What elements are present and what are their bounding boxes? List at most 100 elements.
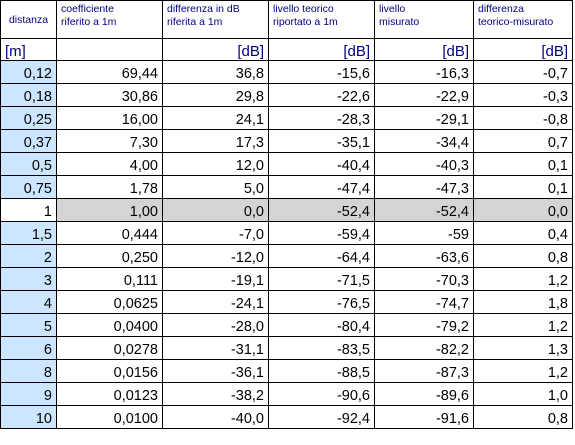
measured-level-cell[interactable]: -70,3 — [374, 267, 474, 291]
measured-level-cell[interactable]: -79,2 — [374, 313, 474, 337]
measured-level-cell[interactable]: -34,4 — [374, 129, 474, 153]
distance-cell[interactable]: 0,25 — [0, 106, 57, 130]
coefficient-cell[interactable]: 4,00 — [56, 152, 163, 176]
difference-db-cell[interactable]: 0,0 — [162, 198, 269, 222]
theoretical-level-cell[interactable]: -64,4 — [268, 244, 375, 268]
theoretical-measured-diff-cell[interactable]: -0,3 — [473, 83, 573, 107]
measured-level-cell[interactable]: -91,6 — [374, 405, 474, 429]
difference-db-cell[interactable]: -28,0 — [162, 313, 269, 337]
coefficient-cell[interactable]: 0,250 — [56, 244, 163, 268]
difference-db-cell[interactable]: 17,3 — [162, 129, 269, 153]
distance-cell[interactable]: 0,5 — [0, 152, 57, 176]
distance-cell[interactable]: 1 — [0, 198, 57, 222]
theoretical-measured-diff-cell[interactable]: 0,8 — [473, 244, 573, 268]
header-measured-level-cell[interactable]: livello misurato — [374, 0, 474, 39]
header-theoretical-level-cell[interactable]: livello teorico riportato a 1m — [268, 0, 375, 39]
theoretical-level-cell[interactable]: -92,4 — [268, 405, 375, 429]
coefficient-cell[interactable]: 16,00 — [56, 106, 163, 130]
theoretical-level-cell[interactable]: -52,4 — [268, 198, 375, 222]
theoretical-measured-diff-cell[interactable]: 0,4 — [473, 221, 573, 245]
distance-cell[interactable]: 3 — [0, 267, 57, 291]
theoretical-measured-diff-cell[interactable]: 0,1 — [473, 152, 573, 176]
measured-level-cell[interactable]: -87,3 — [374, 359, 474, 383]
coefficient-cell[interactable]: 30,86 — [56, 83, 163, 107]
theoretical-level-cell[interactable]: -83,5 — [268, 336, 375, 360]
unit-theoretical-level-cell[interactable]: [dB] — [268, 38, 375, 61]
measured-level-cell[interactable]: -40,3 — [374, 152, 474, 176]
coefficient-cell[interactable]: 0,111 — [56, 267, 163, 291]
theoretical-level-cell[interactable]: -28,3 — [268, 106, 375, 130]
coefficient-cell[interactable]: 0,0156 — [56, 359, 163, 383]
measured-level-cell[interactable]: -63,6 — [374, 244, 474, 268]
difference-db-cell[interactable]: -19,1 — [162, 267, 269, 291]
theoretical-measured-diff-cell[interactable]: 0,1 — [473, 175, 573, 199]
theoretical-measured-diff-cell[interactable]: 1,2 — [473, 359, 573, 383]
theoretical-level-cell[interactable]: -88,5 — [268, 359, 375, 383]
coefficient-cell[interactable]: 69,44 — [56, 60, 163, 84]
difference-db-cell[interactable]: -36,1 — [162, 359, 269, 383]
difference-db-cell[interactable]: 36,8 — [162, 60, 269, 84]
theoretical-measured-diff-cell[interactable]: 1,8 — [473, 290, 573, 314]
distance-cell[interactable]: 1,5 — [0, 221, 57, 245]
difference-db-cell[interactable]: 29,8 — [162, 83, 269, 107]
theoretical-level-cell[interactable]: -71,5 — [268, 267, 375, 291]
difference-db-cell[interactable]: 12,0 — [162, 152, 269, 176]
coefficient-cell[interactable]: 1,78 — [56, 175, 163, 199]
difference-db-cell[interactable]: -24,1 — [162, 290, 269, 314]
measured-level-cell[interactable]: -74,7 — [374, 290, 474, 314]
coefficient-cell[interactable]: 0,0625 — [56, 290, 163, 314]
distance-cell[interactable]: 4 — [0, 290, 57, 314]
theoretical-measured-diff-cell[interactable]: -0,7 — [473, 60, 573, 84]
theoretical-measured-diff-cell[interactable]: 0,0 — [473, 198, 573, 222]
coefficient-cell[interactable]: 0,0400 — [56, 313, 163, 337]
header-theoretical-measured-diff-cell[interactable]: differenza teorico-misurato — [473, 0, 573, 39]
measured-level-cell[interactable]: -82,2 — [374, 336, 474, 360]
theoretical-level-cell[interactable]: -80,4 — [268, 313, 375, 337]
theoretical-level-cell[interactable]: -76,5 — [268, 290, 375, 314]
coefficient-cell[interactable]: 1,00 — [56, 198, 163, 222]
difference-db-cell[interactable]: -38,2 — [162, 382, 269, 406]
measured-level-cell[interactable]: -22,9 — [374, 83, 474, 107]
unit-distance-cell[interactable]: [m] — [0, 38, 57, 61]
difference-db-cell[interactable]: 24,1 — [162, 106, 269, 130]
header-difference-db-cell[interactable]: differenza in dB riferita a 1m — [162, 0, 269, 39]
coefficient-cell[interactable]: 0,0123 — [56, 382, 163, 406]
theoretical-level-cell[interactable]: -35,1 — [268, 129, 375, 153]
theoretical-measured-diff-cell[interactable]: 0,8 — [473, 405, 573, 429]
theoretical-level-cell[interactable]: -40,4 — [268, 152, 375, 176]
theoretical-measured-diff-cell[interactable]: 1,0 — [473, 382, 573, 406]
difference-db-cell[interactable]: -12,0 — [162, 244, 269, 268]
coefficient-cell[interactable]: 0,0278 — [56, 336, 163, 360]
difference-db-cell[interactable]: -7,0 — [162, 221, 269, 245]
distance-cell[interactable]: 0,12 — [0, 60, 57, 84]
theoretical-measured-diff-cell[interactable]: 0,7 — [473, 129, 573, 153]
measured-level-cell[interactable]: -16,3 — [374, 60, 474, 84]
theoretical-measured-diff-cell[interactable]: 1,3 — [473, 336, 573, 360]
coefficient-cell[interactable]: 0,0100 — [56, 405, 163, 429]
unit-difference-db-cell[interactable]: [dB] — [162, 38, 269, 61]
unit-theoretical-measured-diff-cell[interactable]: [dB] — [473, 38, 573, 61]
measured-level-cell[interactable]: -52,4 — [374, 198, 474, 222]
measured-level-cell[interactable]: -89,6 — [374, 382, 474, 406]
measured-level-cell[interactable]: -47,3 — [374, 175, 474, 199]
distance-cell[interactable]: 0,18 — [0, 83, 57, 107]
distance-cell[interactable]: 0,37 — [0, 129, 57, 153]
distance-cell[interactable]: 10 — [0, 405, 57, 429]
distance-cell[interactable]: 9 — [0, 382, 57, 406]
header-coefficient-cell[interactable]: coefficiente riferito a 1m — [56, 0, 163, 39]
theoretical-measured-diff-cell[interactable]: 1,2 — [473, 267, 573, 291]
coefficient-cell[interactable]: 7,30 — [56, 129, 163, 153]
unit-coefficient-cell[interactable] — [56, 38, 163, 61]
difference-db-cell[interactable]: -31,1 — [162, 336, 269, 360]
theoretical-level-cell[interactable]: -47,4 — [268, 175, 375, 199]
theoretical-level-cell[interactable]: -59,4 — [268, 221, 375, 245]
theoretical-measured-diff-cell[interactable]: -0,8 — [473, 106, 573, 130]
difference-db-cell[interactable]: -40,0 — [162, 405, 269, 429]
header-distance-cell[interactable]: distanza — [0, 0, 57, 39]
unit-measured-level-cell[interactable]: [dB] — [374, 38, 474, 61]
distance-cell[interactable]: 0,75 — [0, 175, 57, 199]
coefficient-cell[interactable]: 0,444 — [56, 221, 163, 245]
distance-cell[interactable]: 6 — [0, 336, 57, 360]
theoretical-level-cell[interactable]: -90,6 — [268, 382, 375, 406]
theoretical-level-cell[interactable]: -22,6 — [268, 83, 375, 107]
